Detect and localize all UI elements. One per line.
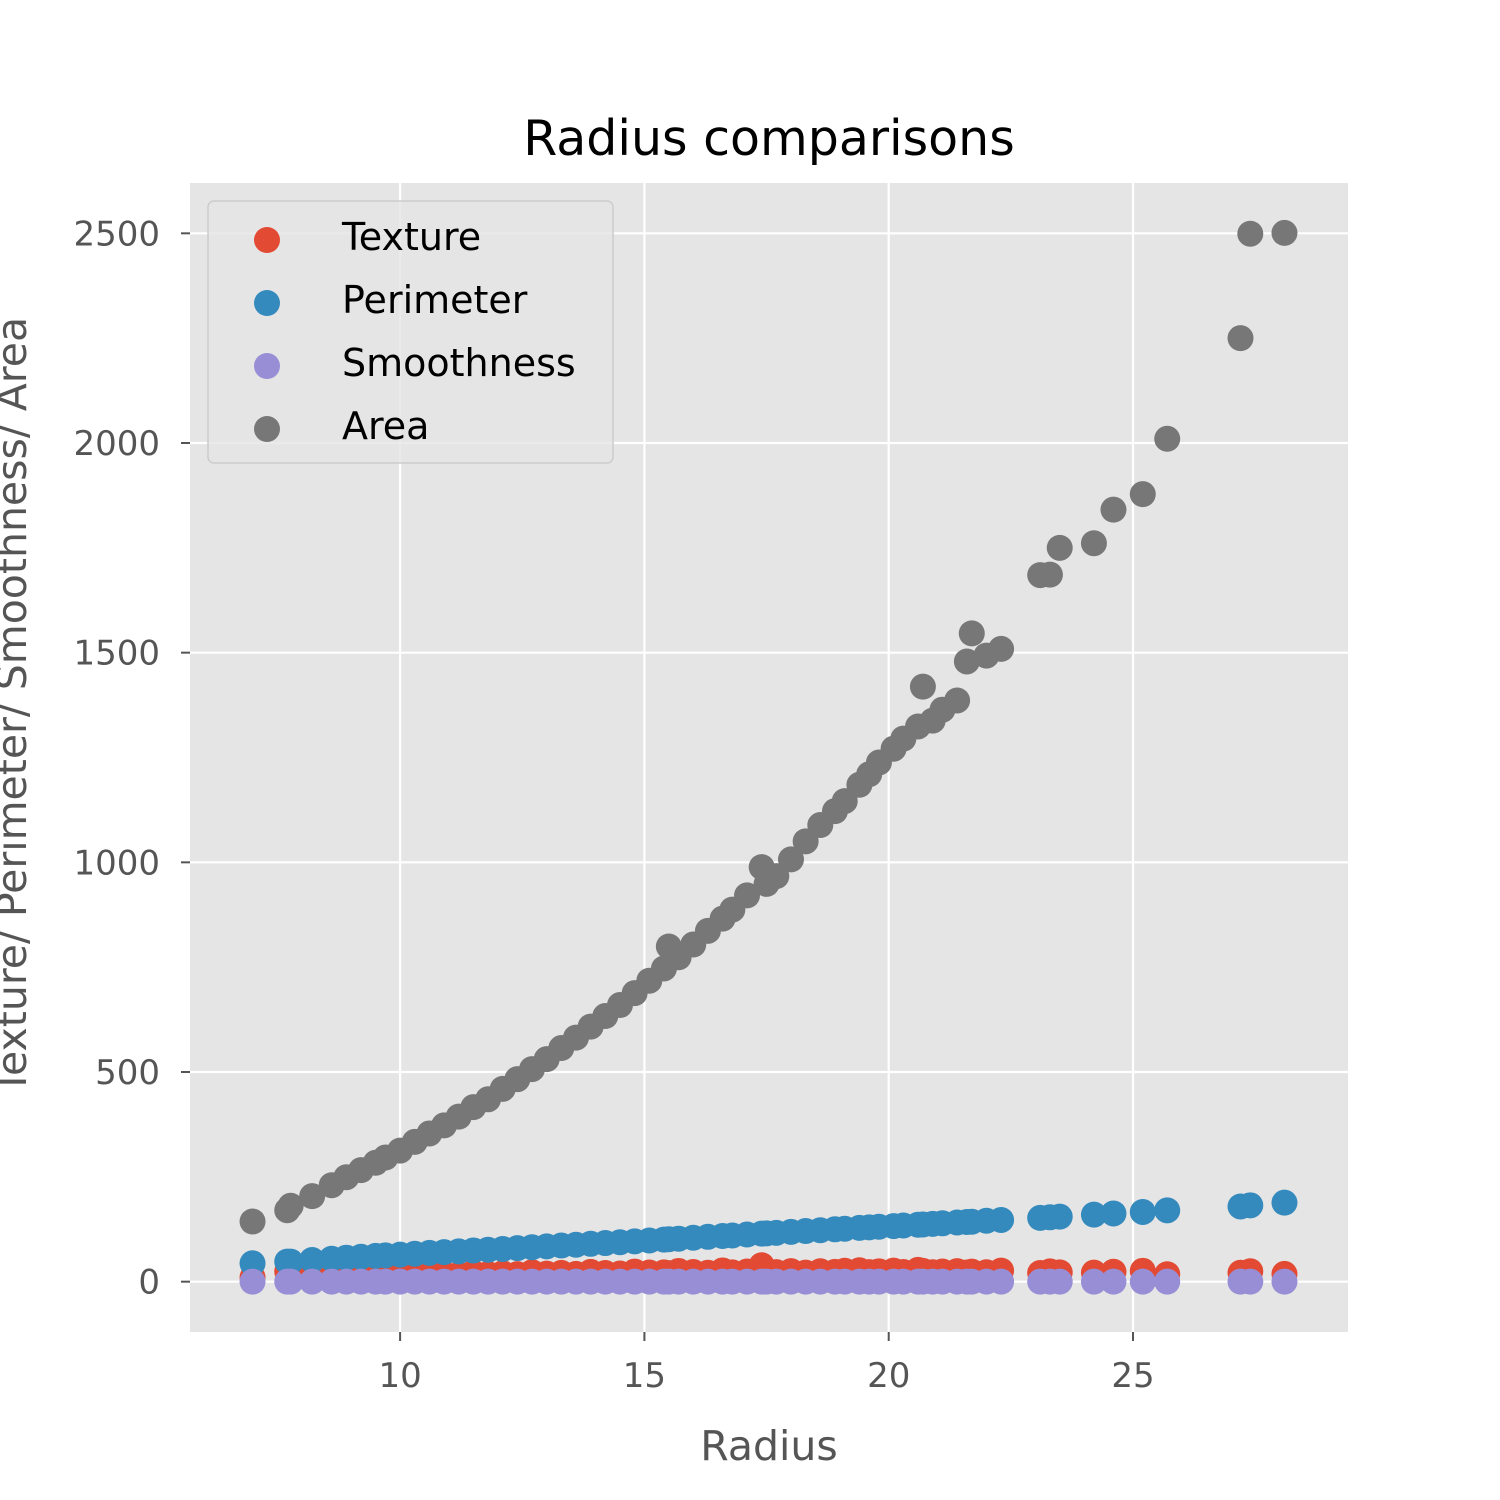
perimeter-point [1046, 1203, 1073, 1230]
perimeter-point [988, 1206, 1015, 1233]
smoothness-point [299, 1268, 326, 1295]
y-axis-label: Texture/ Perimeter/ Smoothness/ Area [0, 317, 36, 1095]
area-point [777, 846, 804, 873]
legend-frame [207, 200, 614, 464]
x-axis-label: Radius [700, 1422, 837, 1470]
area-point [299, 1183, 326, 1210]
perimeter-point [1237, 1192, 1264, 1219]
series-smoothness [239, 1268, 1298, 1295]
smoothness-point [277, 1268, 304, 1295]
legend-marker-perimeter [254, 290, 280, 316]
area-point [988, 635, 1015, 662]
smoothness-point [988, 1268, 1015, 1295]
y-tick-label: 2000 [73, 424, 160, 464]
area-point [734, 882, 761, 909]
series-perimeter [239, 1189, 1298, 1277]
legend-marker-area [254, 416, 280, 442]
area-point [1237, 220, 1264, 247]
y-tick-label: 2500 [73, 214, 160, 254]
x-tick-label: 15 [623, 1356, 666, 1396]
legend: Texture Perimeter Smoothness Area [207, 200, 614, 464]
chart-title: Radius comparisons [523, 110, 1015, 167]
perimeter-point [299, 1246, 326, 1273]
smoothness-point [1046, 1268, 1073, 1295]
axis-ticks: 10 15 20 25 0 500 1000 1500 2000 2500 [73, 214, 1154, 1396]
perimeter-point [1100, 1200, 1127, 1227]
legend-label-texture: Texture [341, 215, 481, 259]
smoothness-point [1271, 1268, 1298, 1295]
area-point [958, 620, 985, 647]
x-tick-label: 20 [867, 1356, 910, 1396]
y-tick-label: 0 [138, 1263, 160, 1303]
perimeter-point [1080, 1201, 1107, 1228]
area-point [239, 1208, 266, 1235]
perimeter-point [1129, 1198, 1156, 1225]
perimeter-point [1154, 1197, 1181, 1224]
smoothness-point [239, 1268, 266, 1295]
area-point [1271, 219, 1298, 246]
area-point [763, 863, 790, 890]
perimeter-point [239, 1250, 266, 1277]
area-point [1036, 561, 1063, 588]
area-point [1154, 425, 1181, 452]
smoothness-point [1100, 1268, 1127, 1295]
y-tick-label: 500 [95, 1053, 160, 1093]
area-point [1227, 325, 1254, 352]
perimeter-point [277, 1248, 304, 1275]
legend-label-smoothness: Smoothness [342, 341, 576, 385]
data-points [239, 219, 1298, 1295]
x-tick-label: 10 [378, 1356, 421, 1396]
y-tick-label: 1000 [73, 843, 160, 883]
area-point [944, 687, 971, 714]
legend-label-area: Area [342, 404, 429, 448]
area-point [277, 1192, 304, 1219]
area-point [1046, 534, 1073, 561]
legend-marker-smoothness [254, 353, 280, 379]
area-point [1129, 481, 1156, 508]
legend-label-perimeter: Perimeter [342, 278, 528, 322]
smoothness-point [1080, 1268, 1107, 1295]
smoothness-point [1129, 1268, 1156, 1295]
smoothness-point [1237, 1268, 1264, 1295]
y-tick-label: 1500 [73, 634, 160, 674]
legend-marker-texture [254, 227, 280, 253]
series-area [239, 219, 1298, 1235]
perimeter-point [1271, 1189, 1298, 1216]
area-point [953, 648, 980, 675]
area-point [909, 673, 936, 700]
area-point [1100, 496, 1127, 523]
area-point [1080, 530, 1107, 557]
smoothness-point [1154, 1268, 1181, 1295]
x-tick-label: 25 [1111, 1356, 1154, 1396]
